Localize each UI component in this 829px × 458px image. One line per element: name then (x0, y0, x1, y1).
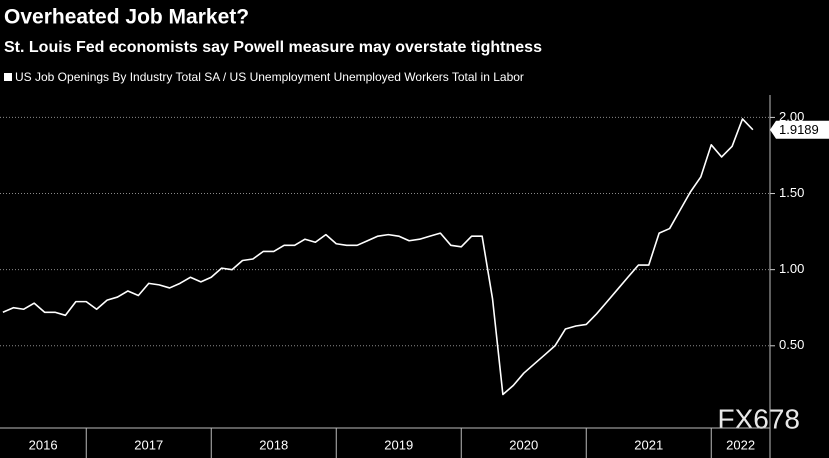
x-tick-label: 2017 (134, 437, 163, 452)
x-tick-label: 2021 (634, 437, 663, 452)
legend-swatch (4, 73, 12, 81)
y-tick-label: 2.00 (779, 109, 804, 124)
data-line (2, 118, 754, 396)
x-tick-label: 2019 (384, 437, 413, 452)
chart-title: Overheated Job Market? (4, 6, 249, 29)
x-tick-label: 2018 (259, 437, 288, 452)
last-value-label: 1.9189 (779, 122, 819, 137)
x-tick-label: 2020 (509, 437, 538, 452)
x-tick-label: 2016 (29, 437, 58, 452)
y-tick-label: 1.50 (779, 185, 804, 200)
last-value-tag (770, 120, 829, 139)
chart-subtitle: St. Louis Fed economists say Powell meas… (4, 39, 542, 56)
y-tick-label: 0.50 (779, 337, 804, 352)
x-tick-label: 2022 (726, 437, 755, 452)
watermark: FX678 (718, 403, 801, 434)
legend-label: US Job Openings By Industry Total SA / U… (15, 70, 524, 84)
y-tick-label: 1.00 (779, 261, 804, 276)
